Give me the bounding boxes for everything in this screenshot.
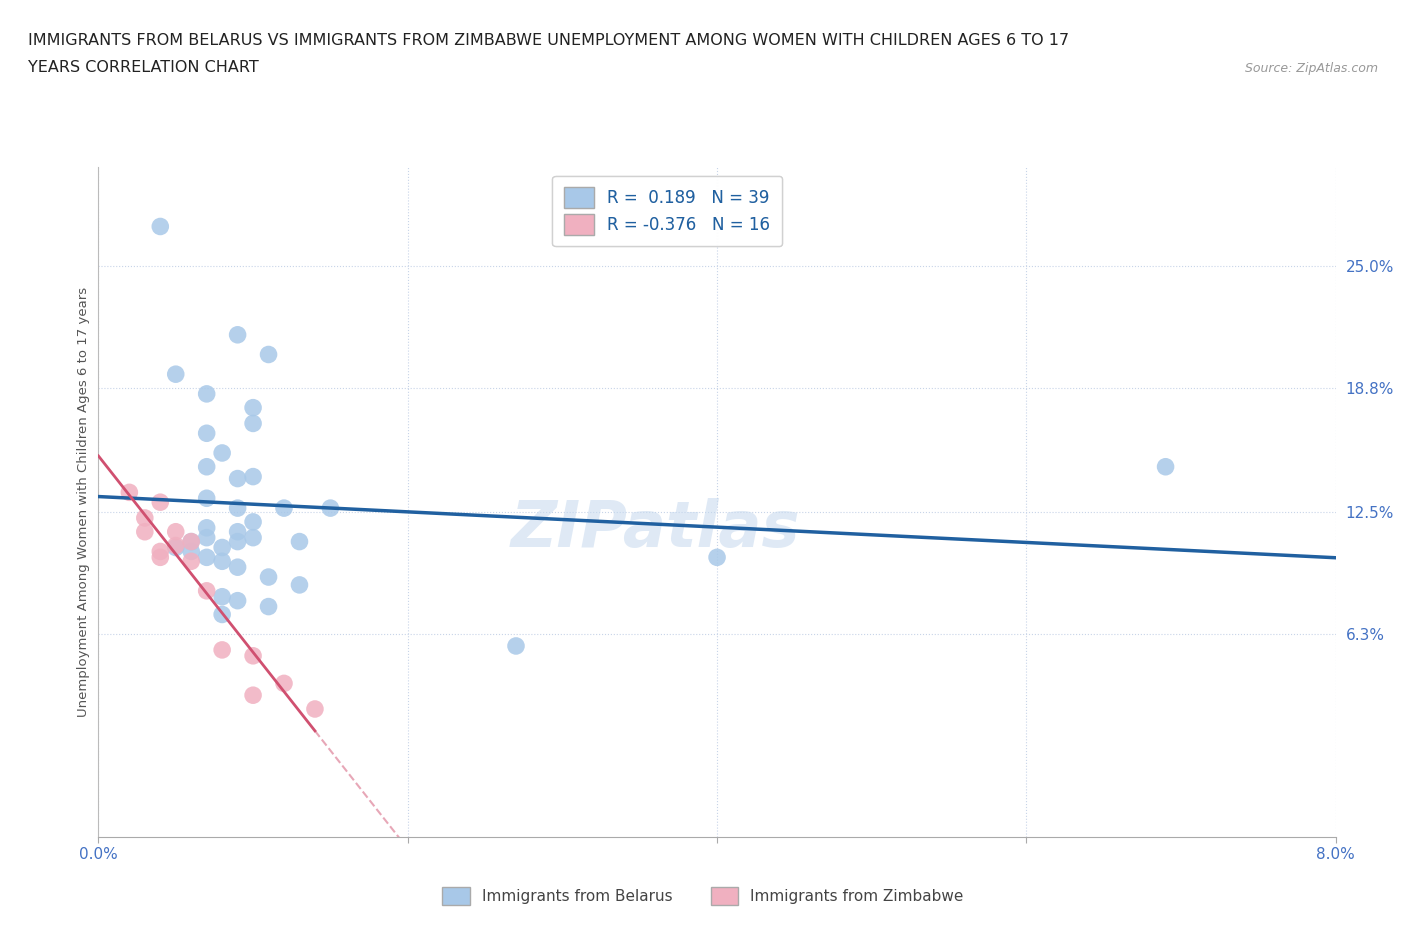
Point xyxy=(257,569,280,584)
Point xyxy=(211,607,233,622)
Point xyxy=(273,676,295,691)
Point xyxy=(706,550,728,565)
Legend: R =  0.189   N = 39, R = -0.376   N = 16: R = 0.189 N = 39, R = -0.376 N = 16 xyxy=(553,176,782,246)
Point xyxy=(165,525,187,539)
Point xyxy=(242,416,264,431)
Point xyxy=(180,554,202,569)
Point xyxy=(226,472,249,486)
Text: IMMIGRANTS FROM BELARUS VS IMMIGRANTS FROM ZIMBABWE UNEMPLOYMENT AMONG WOMEN WIT: IMMIGRANTS FROM BELARUS VS IMMIGRANTS FR… xyxy=(28,33,1069,47)
Point xyxy=(226,593,249,608)
Legend: Immigrants from Belarus, Immigrants from Zimbabwe: Immigrants from Belarus, Immigrants from… xyxy=(434,879,972,913)
Point xyxy=(180,534,202,549)
Point xyxy=(195,530,218,545)
Point xyxy=(195,583,218,598)
Point xyxy=(226,500,249,515)
Point xyxy=(226,327,249,342)
Point xyxy=(226,525,249,539)
Text: Source: ZipAtlas.com: Source: ZipAtlas.com xyxy=(1244,62,1378,75)
Text: YEARS CORRELATION CHART: YEARS CORRELATION CHART xyxy=(28,60,259,75)
Point xyxy=(149,550,172,565)
Point xyxy=(149,495,172,510)
Point xyxy=(242,469,264,484)
Point xyxy=(304,701,326,716)
Y-axis label: Unemployment Among Women with Children Ages 6 to 17 years: Unemployment Among Women with Children A… xyxy=(77,287,90,717)
Point xyxy=(149,544,172,559)
Point xyxy=(195,521,218,536)
Point xyxy=(165,540,187,555)
Point xyxy=(195,491,218,506)
Point xyxy=(134,511,156,525)
Point xyxy=(319,500,342,515)
Point xyxy=(195,550,218,565)
Point xyxy=(134,525,156,539)
Point xyxy=(195,387,218,402)
Point xyxy=(180,544,202,559)
Point xyxy=(1154,459,1177,474)
Point xyxy=(242,530,264,545)
Point xyxy=(211,540,233,555)
Point xyxy=(211,643,233,658)
Point xyxy=(211,554,233,569)
Point xyxy=(226,560,249,575)
Point xyxy=(242,688,264,703)
Point xyxy=(242,648,264,663)
Point xyxy=(242,514,264,529)
Point xyxy=(211,590,233,604)
Text: ZIPatlas: ZIPatlas xyxy=(510,498,800,560)
Point xyxy=(226,534,249,549)
Point xyxy=(288,534,311,549)
Point xyxy=(257,347,280,362)
Point xyxy=(257,599,280,614)
Point xyxy=(165,538,187,553)
Point xyxy=(242,400,264,415)
Point xyxy=(211,445,233,460)
Point xyxy=(505,639,527,654)
Point xyxy=(180,534,202,549)
Point xyxy=(149,219,172,234)
Point xyxy=(288,578,311,592)
Point xyxy=(165,366,187,381)
Point xyxy=(273,500,295,515)
Point xyxy=(195,459,218,474)
Point xyxy=(195,426,218,441)
Point xyxy=(118,485,141,499)
